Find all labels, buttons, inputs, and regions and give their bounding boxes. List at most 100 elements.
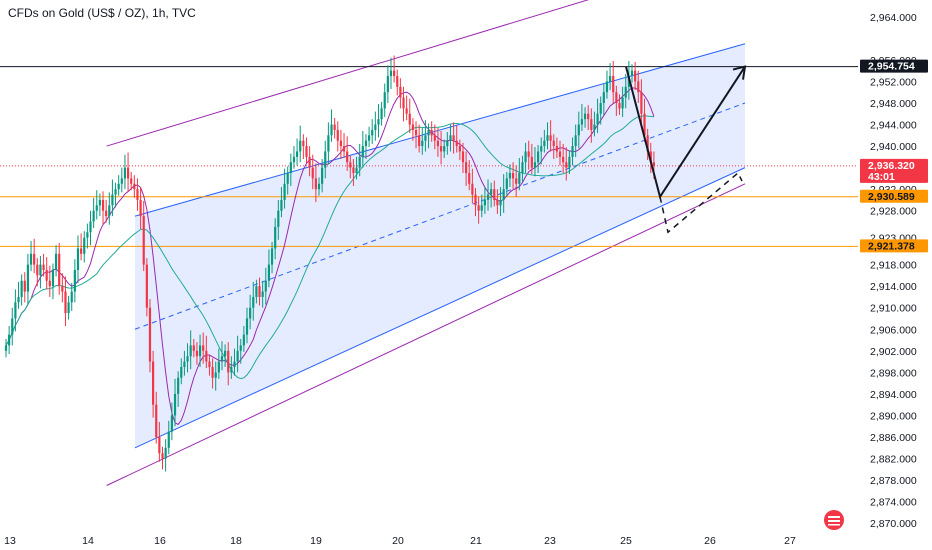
candle-body xyxy=(643,113,646,136)
x-tick-label: 19 xyxy=(310,535,322,547)
candle-body xyxy=(95,205,98,211)
candle-body xyxy=(242,334,245,346)
candle-body xyxy=(346,151,349,163)
candle-body xyxy=(612,76,615,93)
candle-body xyxy=(552,140,555,147)
candle-body xyxy=(333,124,336,130)
candle-body xyxy=(173,393,177,416)
candle-body xyxy=(264,280,267,292)
candle-body xyxy=(618,102,621,109)
time-axis-bg xyxy=(0,530,858,550)
candle-body xyxy=(148,307,152,362)
candle-body xyxy=(577,124,580,136)
candle-body xyxy=(377,119,380,125)
flag-icon[interactable] xyxy=(824,510,844,530)
candle-body xyxy=(621,97,624,109)
candle-body xyxy=(483,199,486,206)
candle-body xyxy=(446,140,449,147)
candle-body xyxy=(646,135,649,152)
ma-fast-line xyxy=(5,87,655,426)
candle-body xyxy=(61,286,64,292)
price-tag-label: 2,936.320 xyxy=(868,160,915,172)
candle-body xyxy=(624,86,627,98)
candle-body xyxy=(217,361,220,373)
candle-body xyxy=(393,70,396,77)
candle-body xyxy=(327,135,330,152)
candle-body xyxy=(455,140,458,147)
candle-body xyxy=(117,183,120,190)
candle-body xyxy=(430,129,433,136)
projection-arrows xyxy=(625,65,747,234)
candle-body xyxy=(23,280,26,292)
candle-body xyxy=(571,146,574,157)
candle-body xyxy=(436,140,440,147)
candle-body xyxy=(565,162,568,168)
y-tick-label: 2,918.000 xyxy=(870,260,917,272)
candle-body xyxy=(330,124,333,136)
channel-layer xyxy=(106,0,746,486)
candle-body xyxy=(211,366,214,378)
candle-body xyxy=(108,205,111,217)
candle-body xyxy=(439,146,443,152)
candle-body xyxy=(511,173,515,179)
x-tick-label: 18 xyxy=(230,535,242,547)
candle-body xyxy=(587,113,590,120)
price-axis[interactable]: 2,964.0002,956.0002,952.0002,948.0002,94… xyxy=(858,0,932,550)
candle-body xyxy=(324,151,327,168)
candle-body xyxy=(233,361,236,367)
candle-body xyxy=(64,291,67,314)
candle-body xyxy=(364,140,368,147)
candle-body xyxy=(537,151,540,163)
price-tag-timer: 43:01 xyxy=(868,171,895,183)
candle-body xyxy=(67,302,70,314)
candle-body xyxy=(177,377,180,394)
y-tick-label: 2,906.000 xyxy=(870,324,917,336)
price-tag-label: 2,921.378 xyxy=(868,240,915,252)
candle-body xyxy=(477,205,480,211)
candle-body xyxy=(339,140,343,147)
candle-body xyxy=(311,167,314,179)
candle-body xyxy=(402,97,405,109)
candle-body xyxy=(361,146,364,157)
candles xyxy=(4,55,656,472)
candle-body xyxy=(427,129,430,136)
candle-body xyxy=(383,92,386,109)
candle-body xyxy=(396,76,399,87)
y-tick-label: 2,886.000 xyxy=(870,432,917,444)
price-tag-bg xyxy=(860,239,928,253)
candle-body xyxy=(36,264,39,276)
y-tick-label: 2,940.000 xyxy=(870,141,917,153)
candle-body xyxy=(421,140,424,147)
candle-body xyxy=(474,194,477,206)
candle-body xyxy=(630,70,634,77)
x-tick-label: 14 xyxy=(82,535,94,547)
channel-line-3 xyxy=(106,0,590,147)
candle-body xyxy=(111,194,114,206)
x-tick-label: 26 xyxy=(704,535,716,547)
candle-body xyxy=(292,156,296,163)
candle-body xyxy=(502,189,505,200)
candle-body xyxy=(386,76,389,93)
candle-body xyxy=(634,70,637,82)
candle-body xyxy=(336,129,339,141)
candle-body xyxy=(258,286,261,297)
candle-body xyxy=(51,270,55,287)
candle-body xyxy=(58,253,61,287)
candle-body xyxy=(405,108,408,114)
candle-body xyxy=(574,135,577,147)
candle-body xyxy=(17,296,20,303)
candle-body xyxy=(637,81,640,93)
candle-body xyxy=(411,124,414,130)
candle-body xyxy=(54,253,58,270)
time-axis[interactable]: 13 14 16 18 19 20 21 23 25 26 27 xyxy=(0,530,858,550)
candle-body xyxy=(280,199,283,211)
channel-line-2 xyxy=(134,102,746,330)
candle-body xyxy=(274,226,277,249)
y-tick-label: 2,902.000 xyxy=(870,346,917,358)
candle-body xyxy=(342,146,346,152)
channel-fill xyxy=(135,43,745,448)
x-tick-label: 13 xyxy=(4,535,16,547)
candle-body xyxy=(126,167,130,179)
candle-body xyxy=(593,124,596,130)
